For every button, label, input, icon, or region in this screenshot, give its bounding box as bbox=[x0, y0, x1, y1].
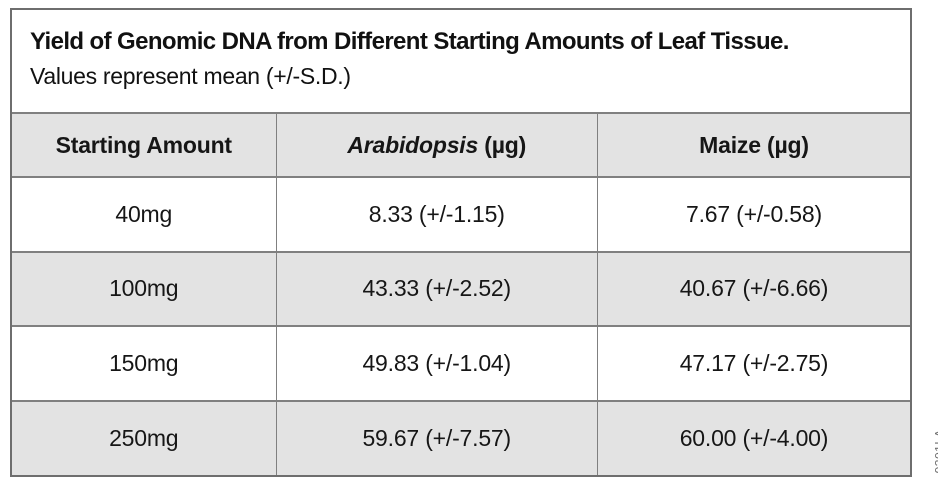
header-row: Starting Amount Arabidopsis (µg) Maize (… bbox=[12, 112, 910, 178]
genus-name: Arabidopsis bbox=[347, 131, 479, 158]
table-cell-starting-amount: 150mg bbox=[12, 325, 277, 402]
table-cell-arabidopsis-yield: 49.83 (+/-1.04) bbox=[275, 325, 598, 402]
table-cell-arabidopsis-yield: 59.67 (+/-7.57) bbox=[275, 399, 598, 475]
table-cell-maize-yield: 40.67 (+/-6.66) bbox=[596, 250, 910, 327]
table-cell-maize-yield: 47.17 (+/-2.75) bbox=[596, 325, 910, 402]
table-row: 150mg 49.83 (+/-1.04) 47.17 (+/-2.75) bbox=[12, 325, 910, 402]
figure-title: Yield of Genomic DNA from Different Star… bbox=[30, 28, 789, 55]
table-row: 40mg 8.33 (+/-1.15) 7.67 (+/-0.58) bbox=[12, 176, 910, 253]
table-cell-maize-yield: 60.00 (+/-4.00) bbox=[596, 399, 910, 475]
table-cell-maize-yield: 7.67 (+/-0.58) bbox=[596, 176, 910, 253]
data-table: Starting Amount Arabidopsis (µg) Maize (… bbox=[12, 112, 910, 475]
table-row: 100mg 43.33 (+/-2.52) 40.67 (+/-6.66) bbox=[12, 250, 910, 327]
table-container: Starting Amount Arabidopsis (µg) Maize (… bbox=[12, 112, 910, 475]
figure-frame: Yield of Genomic DNA from Different Star… bbox=[10, 8, 912, 477]
table-cell-starting-amount: 250mg bbox=[12, 399, 277, 475]
part-code-label: 9301LA bbox=[932, 429, 938, 474]
figure-subtitle: Values represent mean (+/-S.D.) bbox=[30, 63, 351, 89]
table-cell-starting-amount: 100mg bbox=[12, 250, 277, 327]
table-row: 250mg 59.67 (+/-7.57) 60.00 (+/-4.00) bbox=[12, 399, 910, 475]
table-cell-arabidopsis-yield: 8.33 (+/-1.15) bbox=[275, 176, 598, 253]
caption: Yield of Genomic DNA from Different Star… bbox=[12, 10, 910, 112]
table-cell-starting-amount: 40mg bbox=[12, 176, 277, 253]
column-header-starting-amount: Starting Amount bbox=[12, 112, 277, 178]
unit-label: (µg) bbox=[478, 131, 527, 158]
column-header-arabidopsis: Arabidopsis (µg) bbox=[275, 112, 598, 178]
table-cell-arabidopsis-yield: 43.33 (+/-2.52) bbox=[275, 250, 598, 327]
column-header-maize: Maize (µg) bbox=[596, 112, 910, 178]
